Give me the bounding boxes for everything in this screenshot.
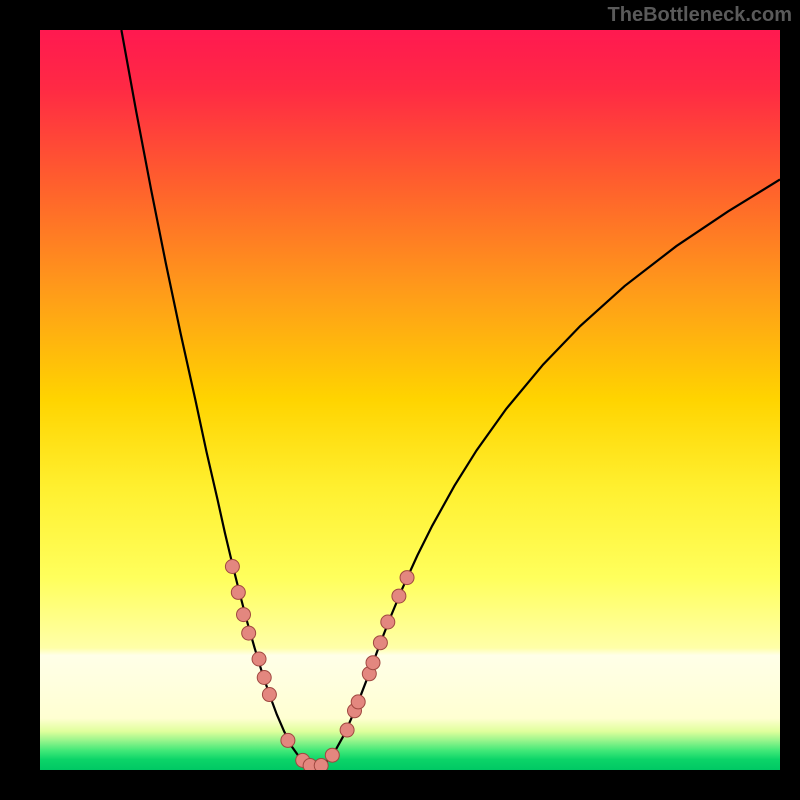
data-marker xyxy=(366,656,380,670)
data-marker xyxy=(351,695,365,709)
data-marker xyxy=(252,652,266,666)
watermark-text: TheBottleneck.com xyxy=(608,4,792,27)
data-marker xyxy=(381,615,395,629)
data-marker xyxy=(231,585,245,599)
data-marker xyxy=(242,626,256,640)
data-marker xyxy=(314,759,328,770)
data-marker xyxy=(392,589,406,603)
data-marker xyxy=(400,571,414,585)
plot-area xyxy=(40,30,780,770)
data-marker xyxy=(225,560,239,574)
data-marker xyxy=(340,723,354,737)
canvas: TheBottleneck.com xyxy=(0,0,800,800)
data-marker xyxy=(281,733,295,747)
data-marker xyxy=(237,608,251,622)
data-marker xyxy=(262,688,276,702)
chart-background xyxy=(40,30,780,770)
data-marker xyxy=(325,748,339,762)
chart-svg xyxy=(40,30,780,770)
data-marker xyxy=(373,636,387,650)
data-marker xyxy=(257,671,271,685)
